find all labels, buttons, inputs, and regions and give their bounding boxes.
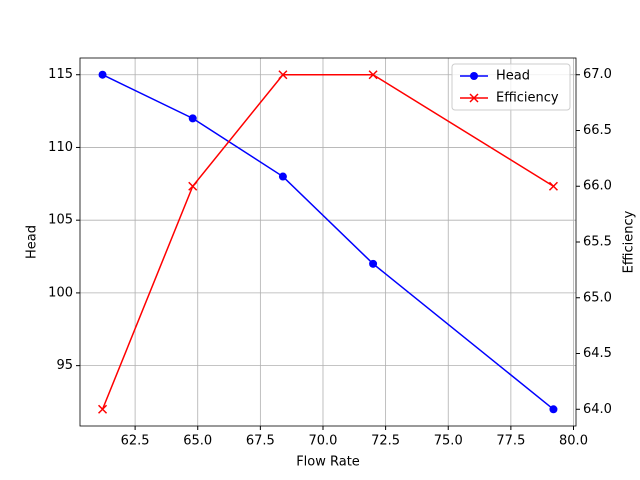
x-tick-label: 77.5 — [496, 434, 525, 449]
marker — [548, 181, 558, 191]
y-tick-label: 95 — [56, 358, 73, 373]
x-tick-label: 70.0 — [309, 434, 338, 449]
y2-tick-label: 64.0 — [583, 402, 612, 417]
y2-tick-label: 65.0 — [583, 290, 612, 305]
x-axis-label: Flow Rate — [296, 455, 360, 470]
y-axis-label: Head — [25, 225, 40, 259]
legend-marker — [470, 72, 478, 80]
y-tick-label: 100 — [48, 285, 73, 300]
y-tick-label: 110 — [48, 140, 73, 155]
x-tick-label: 62.5 — [121, 434, 150, 449]
marker — [368, 70, 378, 80]
y-tick-label: 115 — [48, 67, 73, 82]
line — [101, 73, 554, 410]
y2-tick-label: 67.0 — [583, 67, 612, 82]
marker — [188, 181, 198, 191]
x-tick-label: 75.0 — [434, 434, 463, 449]
legend-label: Head — [496, 69, 530, 84]
x-tick-label: 80.0 — [559, 434, 588, 449]
marker — [549, 405, 558, 414]
y2-tick-label: 64.5 — [583, 346, 612, 361]
legend-marker — [469, 93, 479, 103]
plot-frame — [79, 57, 577, 427]
marker — [278, 70, 288, 80]
marker — [188, 114, 197, 123]
marker — [369, 259, 378, 268]
x-tick-label: 65.0 — [183, 434, 212, 449]
y2-axis-label: Efficiency — [622, 210, 637, 273]
x-tick-label: 67.5 — [246, 434, 275, 449]
marker — [98, 404, 108, 414]
y2-tick-label: 65.5 — [583, 235, 612, 250]
y-tick-label: 105 — [48, 213, 73, 228]
y2-tick-label: 66.0 — [583, 179, 612, 194]
x-tick-label: 72.5 — [371, 434, 400, 449]
marker — [98, 70, 107, 79]
legend-label: Efficiency — [496, 91, 559, 106]
marker — [278, 172, 287, 181]
y2-tick-label: 66.5 — [583, 123, 612, 138]
